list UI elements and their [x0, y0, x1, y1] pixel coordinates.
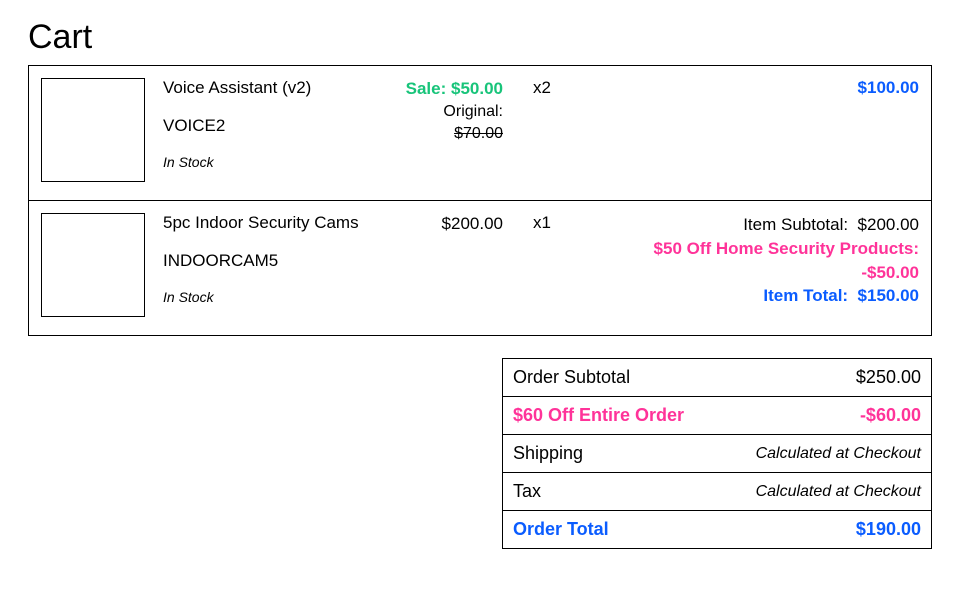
item-info-col: Voice Assistant (v2) VOICE2 In Stock [163, 78, 393, 182]
cart-item-row: Voice Assistant (v2) VOICE2 In Stock Sal… [29, 66, 931, 200]
item-image-placeholder [41, 213, 145, 317]
original-label: Original: [443, 103, 503, 120]
summary-tax-value: Calculated at Checkout [756, 483, 921, 501]
original-price: $70.00 [454, 125, 503, 142]
item-sku: INDOORCAM5 [163, 251, 393, 271]
item-info-col: 5pc Indoor Security Cams INDOORCAM5 In S… [163, 213, 393, 317]
item-total-label: Item Total: [763, 284, 848, 308]
item-totals-col: $100.00 [593, 78, 919, 182]
item-price: $200.00 [393, 213, 503, 236]
summary-subtotal-row: Order Subtotal $250.00 [503, 359, 931, 397]
summary-tax-label: Tax [513, 481, 541, 502]
item-price-col: $200.00 [393, 213, 533, 317]
summary-total-value: $190.00 [856, 519, 921, 540]
page-title: Cart [28, 18, 932, 57]
summary-total-label: Order Total [513, 519, 609, 540]
summary-shipping-row: Shipping Calculated at Checkout [503, 435, 931, 473]
cart-page: Cart Voice Assistant (v2) VOICE2 In Stoc… [0, 0, 960, 599]
item-qty: x2 [533, 78, 593, 98]
sale-price: $50.00 [451, 79, 503, 98]
sale-price-line: Sale: $50.00 [393, 78, 503, 101]
item-subtotal-label: Item Subtotal: [743, 213, 848, 237]
item-stock: In Stock [163, 154, 393, 170]
item-discount-line: $50 Off Home Security Products: -$50.00 [593, 237, 919, 285]
item-stock: In Stock [163, 289, 393, 305]
item-image-placeholder [41, 78, 145, 182]
item-total-value: $150.00 [858, 286, 919, 305]
order-summary: Order Subtotal $250.00 $60 Off Entire Or… [502, 358, 932, 549]
sale-label: Sale: [406, 79, 451, 98]
item-totals-col: Item Subtotal: $200.00 $50 Off Home Secu… [593, 213, 919, 317]
summary-total-row: Order Total $190.00 [503, 511, 931, 549]
summary-discount-value: -$60.00 [860, 405, 921, 426]
item-total-line: Item Total: $150.00 [593, 284, 919, 308]
original-price-line: Original: $70.00 [393, 101, 503, 144]
cart-item-row: 5pc Indoor Security Cams INDOORCAM5 In S… [29, 200, 931, 335]
item-discount-label: $50 Off Home Security Products: [654, 237, 919, 261]
item-discount-value: -$50.00 [861, 263, 919, 282]
summary-subtotal-value: $250.00 [856, 367, 921, 388]
summary-discount-row: $60 Off Entire Order -$60.00 [503, 397, 931, 435]
item-qty: x1 [533, 213, 593, 233]
item-name: Voice Assistant (v2) [163, 78, 393, 98]
item-price-col: Sale: $50.00 Original: $70.00 [393, 78, 533, 182]
summary-shipping-value: Calculated at Checkout [756, 445, 921, 463]
item-subtotal-line: Item Subtotal: $200.00 [593, 213, 919, 237]
item-qty-col: x2 [533, 78, 593, 182]
item-subtotal-value: $200.00 [858, 215, 919, 234]
summary-subtotal-label: Order Subtotal [513, 367, 630, 388]
cart-items-box: Voice Assistant (v2) VOICE2 In Stock Sal… [28, 65, 932, 336]
summary-tax-row: Tax Calculated at Checkout [503, 473, 931, 511]
item-line-total: $100.00 [593, 78, 919, 98]
item-qty-col: x1 [533, 213, 593, 317]
item-name: 5pc Indoor Security Cams [163, 213, 393, 233]
item-sku: VOICE2 [163, 116, 393, 136]
summary-discount-label: $60 Off Entire Order [513, 405, 684, 426]
summary-shipping-label: Shipping [513, 443, 583, 464]
